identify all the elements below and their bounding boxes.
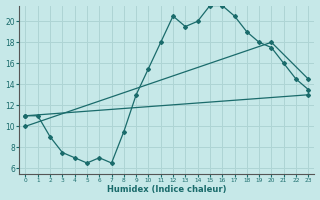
- X-axis label: Humidex (Indice chaleur): Humidex (Indice chaleur): [107, 185, 227, 194]
